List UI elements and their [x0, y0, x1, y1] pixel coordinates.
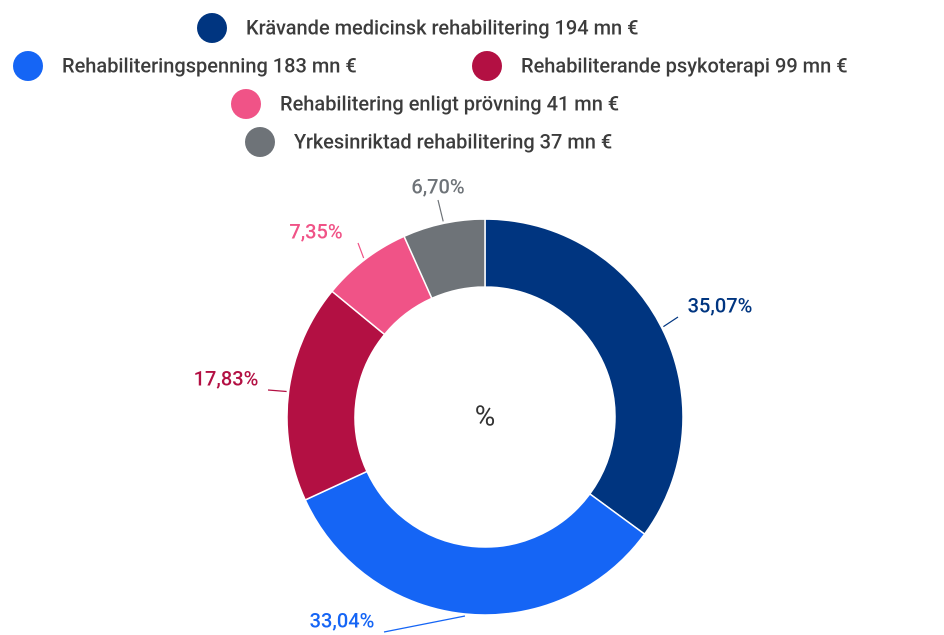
- legend-label: Krävande medicinsk rehabilitering 194 mn…: [246, 15, 638, 39]
- data-label: 35,07%: [688, 293, 753, 317]
- data-label: 17,83%: [194, 366, 259, 390]
- legend-label: Rehabilitering enligt prövning 41 mn €: [280, 91, 619, 115]
- legend-swatch: [472, 51, 502, 81]
- legend-swatch: [13, 51, 43, 81]
- data-label: 7,35%: [289, 219, 342, 243]
- legend-swatch: [231, 89, 261, 119]
- leader-line: [267, 389, 287, 393]
- legend-label: Rehabiliterande psykoterapi 99 mn €: [521, 53, 848, 77]
- center-text: %: [475, 399, 496, 432]
- donut-slice: [403, 218, 486, 300]
- legend-swatch: [245, 127, 275, 157]
- data-label: 6,70%: [411, 174, 464, 198]
- legend-swatch: [197, 13, 227, 43]
- legend-label: Rehabiliteringspenning 183 mn €: [62, 53, 357, 77]
- leader-line: [437, 199, 444, 222]
- donut-slice: [304, 470, 646, 616]
- legend-label: Yrkesinriktad rehabilitering 37 mn €: [294, 129, 612, 153]
- data-label: 33,04%: [310, 608, 375, 632]
- donut-slice: [484, 218, 684, 536]
- leader-line: [663, 316, 679, 328]
- leader-line: [357, 242, 365, 259]
- leader-line: [383, 615, 466, 633]
